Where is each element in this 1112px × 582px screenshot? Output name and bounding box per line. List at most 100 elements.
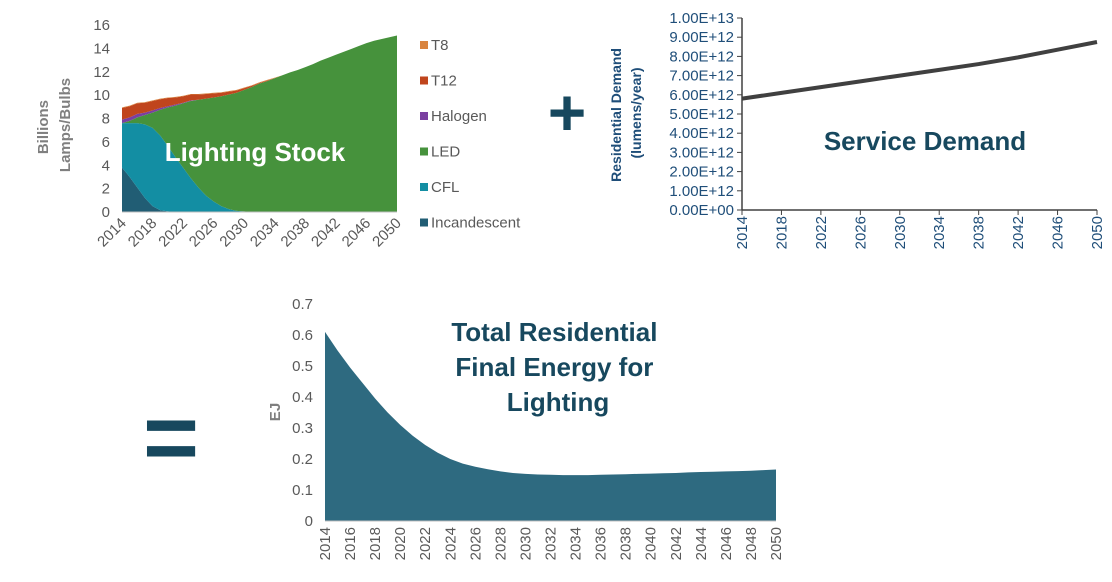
stock-xtick-label: 2018 (125, 215, 161, 251)
energy-xtick-label: 2046 (718, 527, 735, 560)
stock-ylabel-line1: Billions (35, 100, 52, 154)
energy-xtick-label: 2040 (643, 527, 660, 560)
demand-xtick-label: 2038 (971, 216, 988, 249)
stock-xtick-label: 2022 (155, 215, 191, 251)
stock-xtick-label: 2014 (94, 215, 130, 251)
stock-ytick-label: 2 (102, 181, 110, 198)
energy-ytick-label: 0.6 (292, 327, 313, 344)
stock-xtick-label: 2050 (369, 215, 405, 251)
energy-title-line2: Final Energy for (455, 352, 653, 382)
legend-swatch-halogen (420, 112, 428, 120)
demand-ytick-label: 4.00E+12 (669, 125, 734, 142)
stock-area-led (122, 35, 397, 212)
energy-xtick-label: 2016 (342, 527, 359, 560)
energy-ytick-label: 0.2 (292, 451, 313, 468)
energy-title-line3: Lighting (507, 387, 610, 417)
stock-ytick-label: 14 (93, 40, 110, 57)
stock-area-incandescent (122, 167, 397, 212)
legend-label-t8: T8 (431, 37, 449, 54)
demand-ytick-label: 1.00E+13 (669, 10, 734, 27)
plus-operator: + (548, 75, 587, 149)
demand-xtick-label: 2042 (1010, 216, 1027, 249)
demand-xtick-label: 2014 (734, 216, 751, 249)
legend-swatch-t12 (420, 76, 428, 85)
stock-area-t12 (122, 35, 397, 120)
stock-legend: T8 T12 Halogen LED CFL Incandescent (420, 37, 521, 232)
energy-xtick-label: 2014 (317, 527, 334, 560)
lighting-stock-chart: 0 2 4 6 8 10 12 14 16 201420182022202620302034203… (35, 17, 521, 250)
legend-label-incandescent: Incandescent (431, 215, 521, 232)
legend-label-led: LED (431, 144, 460, 161)
stock-xtick-label: 2030 (216, 215, 252, 251)
demand-axes: 0.00E+00 1.00E+12 2.00E+12 3.00E+12 4.00E+12… (669, 10, 1106, 249)
energy-ytick-label: 0.3 (292, 420, 313, 437)
stock-xtick-label: 2034 (247, 215, 283, 251)
demand-xtick-label: 2026 (852, 216, 869, 249)
energy-area (325, 331, 776, 521)
demand-xtick-label: 2050 (1089, 216, 1106, 249)
energy-xtick-label: 2030 (517, 527, 534, 560)
legend-swatch-led (420, 147, 428, 156)
stock-areas (122, 35, 397, 212)
legend-swatch-incandescent (420, 218, 428, 227)
demand-ytick-label: 7.00E+12 (669, 68, 734, 85)
stock-ytick-label: 16 (93, 17, 110, 34)
stock-ylabel-line2: Lamps/Bulbs (57, 78, 74, 172)
legend-label-halogen: Halogen (431, 108, 487, 125)
demand-ylabel-line2: (lumens/year) (628, 67, 644, 158)
energy-title-line1: Total Residential (451, 317, 657, 347)
stock-ytick-label: 12 (93, 64, 110, 81)
lighting-stock-label: Lighting Stock (165, 137, 346, 167)
energy-xtick-label: 2024 (442, 527, 459, 560)
equals-operator: = (143, 384, 199, 491)
demand-xtick-label: 2034 (931, 216, 948, 249)
legend-label-t12: T12 (431, 73, 457, 90)
stock-xtick-label: 2026 (186, 215, 222, 251)
stock-xtick-label: 2046 (339, 215, 375, 251)
demand-ytick-label: 8.00E+12 (669, 48, 734, 65)
energy-ylabel: EJ (267, 403, 284, 421)
energy-chart: 0 0.1 0.2 0.3 0.4 0.5 0.6 0.7 2014 2016 2018 2020 20… (267, 296, 785, 560)
demand-xtick-label: 2046 (1050, 216, 1067, 249)
energy-xtick-label: 2034 (568, 527, 585, 560)
energy-xtick-label: 2018 (367, 527, 384, 560)
energy-xtick-label: 2038 (618, 527, 635, 560)
energy-ytick-label: 0.4 (292, 389, 313, 406)
demand-xtick-label: 2022 (813, 216, 830, 249)
stock-ytick-label: 4 (102, 157, 110, 174)
energy-xtick-label: 2048 (743, 527, 760, 560)
legend-swatch-t8 (420, 41, 428, 49)
energy-xtick-label: 2020 (392, 527, 409, 560)
service-demand-label: Service Demand (824, 126, 1026, 156)
energy-xtick-label: 2028 (492, 527, 509, 560)
energy-title: Total Residential Final Energy for Light… (451, 317, 664, 417)
energy-xtick-label: 2022 (417, 527, 434, 560)
stock-ytick-label: 0 (102, 204, 110, 221)
energy-ytick-label: 0 (305, 513, 313, 530)
energy-xtick-label: 2032 (543, 527, 560, 560)
legend-swatch-cfl (420, 183, 428, 191)
energy-ytick-label: 0.1 (292, 482, 313, 499)
stock-ylabel: Billions Lamps/Bulbs (35, 78, 74, 172)
energy-axes: 0 0.1 0.2 0.3 0.4 0.5 0.6 0.7 2014 2016 2018 2020 20… (292, 296, 785, 560)
stock-ytick-label: 6 (102, 134, 110, 151)
energy-ytick-label: 0.5 (292, 358, 313, 375)
stock-area-cfl (122, 123, 397, 212)
demand-ytick-label: 6.00E+12 (669, 87, 734, 104)
legend-label-cfl: CFL (431, 179, 459, 196)
demand-ytick-label: 5.00E+12 (669, 106, 734, 123)
stock-ytick-label: 10 (93, 87, 110, 104)
energy-xtick-label: 2050 (768, 527, 785, 560)
stock-xtick-label: 2042 (308, 215, 344, 251)
demand-ytick-label: 3.00E+12 (669, 144, 734, 161)
energy-xtick-label: 2036 (593, 527, 610, 560)
stock-ytick-label: 8 (102, 111, 110, 128)
energy-ytick-label: 0.7 (292, 296, 313, 313)
demand-ytick-label: 1.00E+12 (669, 183, 734, 200)
stock-xtick-label: 2038 (278, 215, 314, 251)
demand-series-line (741, 40, 1098, 101)
demand-xtick-label: 2018 (773, 216, 790, 249)
demand-ytick-label: 2.00E+12 (669, 164, 734, 181)
service-demand-chart: 0.00E+00 1.00E+12 2.00E+12 3.00E+12 4.00E+12… (608, 10, 1106, 249)
